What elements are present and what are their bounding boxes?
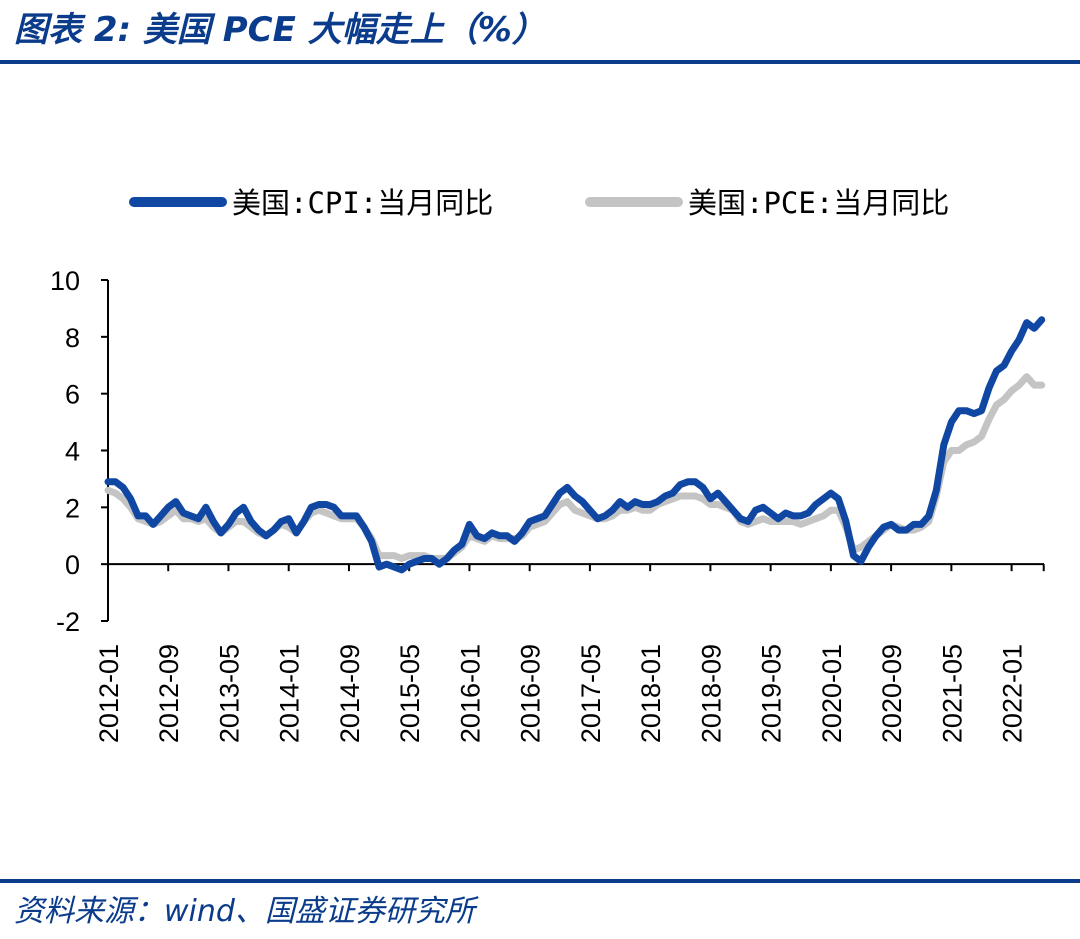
- y-tick-label: 2: [65, 493, 80, 523]
- source-note: 资料来源：wind、国盛证券研究所: [14, 894, 475, 929]
- legend: 美国:CPI:当月同比 美国:PCE:当月同比: [129, 186, 949, 220]
- x-tick-label: 2016-09: [516, 644, 546, 743]
- x-tick-label: 2016-01: [455, 644, 485, 743]
- x-tick-label: 2019-05: [757, 644, 787, 743]
- y-tick-label: -2: [56, 607, 80, 637]
- x-tick-label: 2014-01: [275, 644, 305, 743]
- x-tick-label: 2022-01: [998, 644, 1028, 743]
- x-tick-label: 2018-01: [636, 644, 666, 743]
- x-tick-label: 2014-09: [335, 644, 365, 743]
- series-line-cpi: [104, 316, 1046, 574]
- x-tick-label: 2012-09: [154, 644, 184, 743]
- figure-title: 图表 2: 美国 PCE 大幅走上（%）: [14, 10, 546, 50]
- header-rule: [0, 60, 1080, 64]
- line-chart: 美国:CPI:当月同比 美国:PCE:当月同比 10 8 6 4 2 0 -2 2012-01…: [50, 186, 1046, 743]
- x-tick-label: 2021-05: [937, 644, 967, 743]
- y-tick-label: 0: [65, 550, 80, 580]
- x-tick-label: 2020-09: [877, 644, 907, 743]
- x-tick-label: 2020-01: [817, 644, 847, 743]
- x-tick-label: 2015-05: [395, 644, 425, 743]
- y-tick-label: 8: [65, 323, 80, 353]
- legend-label-cpi: 美国:CPI:当月同比: [232, 186, 493, 220]
- x-tick-label: 2017-05: [576, 644, 606, 743]
- x-tick-label: 2013-05: [214, 644, 244, 743]
- series-group: [104, 316, 1046, 574]
- x-tick-label: 2012-01: [94, 644, 124, 743]
- y-tick-label: 6: [65, 380, 80, 410]
- x-tick-label: 2018-09: [696, 644, 726, 743]
- legend-label-pce: 美国:PCE:当月同比: [688, 186, 949, 220]
- axes: 10 8 6 4 2 0 -2 2012-01 2012-09 2013-05 2014-01 201…: [50, 266, 1045, 743]
- y-tick-label: 4: [65, 437, 80, 467]
- y-tick-label: 10: [50, 266, 80, 296]
- footer-rule: [0, 879, 1080, 883]
